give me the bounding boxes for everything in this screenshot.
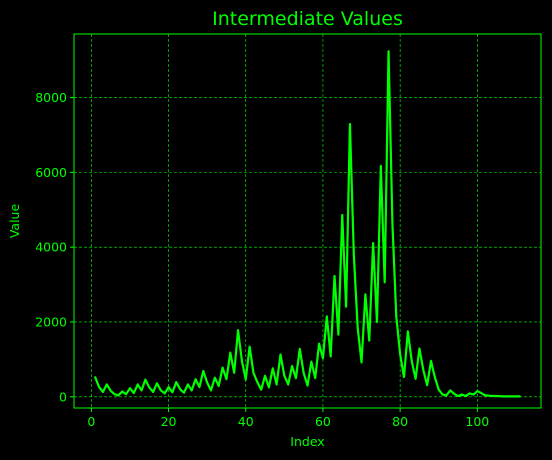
y-tick-label: 0 bbox=[59, 389, 67, 404]
grid-layer bbox=[74, 34, 541, 408]
x-tick-label: 80 bbox=[392, 414, 408, 429]
x-tick-label: 100 bbox=[465, 414, 489, 429]
y-axis-label: Value bbox=[7, 204, 22, 239]
series-line bbox=[94, 50, 521, 398]
x-axis-label: Index bbox=[290, 434, 324, 449]
x-tick-label: 0 bbox=[87, 414, 95, 429]
x-tick-label: 40 bbox=[238, 414, 254, 429]
plot-area-frame bbox=[73, 33, 542, 409]
series-layer bbox=[94, 50, 521, 398]
x-tick-label: 20 bbox=[161, 414, 177, 429]
y-tick-label: 6000 bbox=[35, 165, 67, 180]
x-tick-label: 60 bbox=[315, 414, 331, 429]
y-tick-label: 2000 bbox=[35, 314, 67, 329]
y-tick-label: 4000 bbox=[35, 240, 67, 255]
ticks-layer: 0 20 40 60 80 100 0 2000 4000 6000 8000 bbox=[35, 90, 489, 429]
chart-title: Intermediate Values bbox=[212, 8, 403, 30]
y-tick-label: 8000 bbox=[35, 90, 67, 105]
